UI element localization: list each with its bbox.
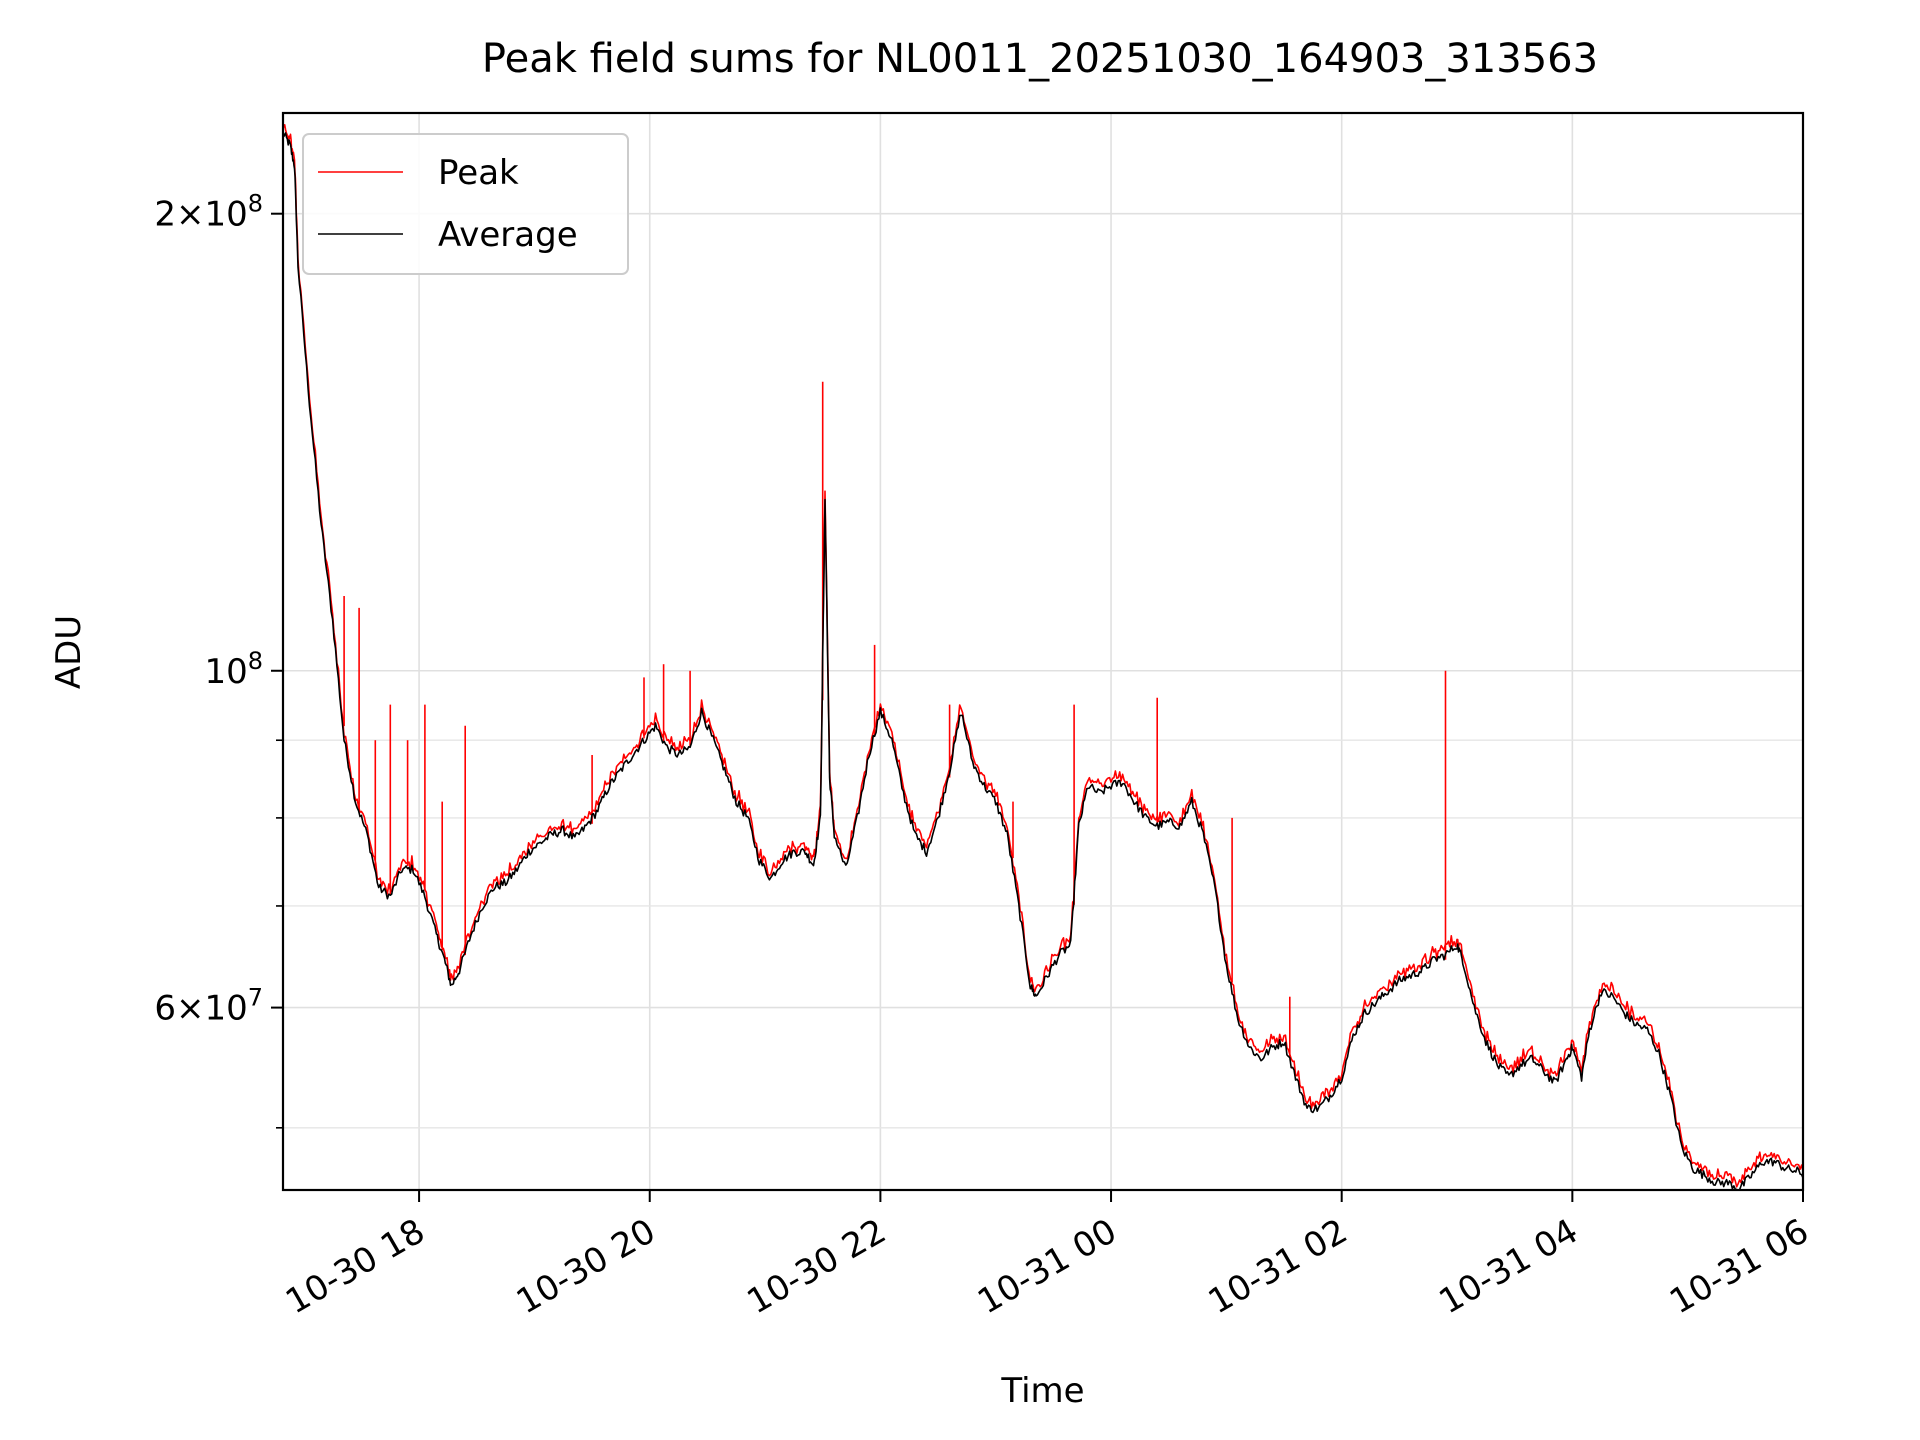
x-axis-label: Time [1000, 1371, 1084, 1411]
series-average-line [283, 131, 1803, 1190]
y-axis-label: ADU [49, 615, 89, 689]
y-tick-label: 2×108 [154, 190, 263, 235]
series-peak-line [283, 124, 1803, 1188]
legend: Peak Average [302, 133, 629, 275]
legend-peak-label: Peak [438, 153, 519, 193]
y-tick-label: 108 [204, 647, 263, 692]
grid [283, 113, 1803, 1190]
legend-box [302, 133, 629, 275]
legend-average-label: Average [438, 215, 578, 255]
y-tick-label: 6×107 [154, 984, 263, 1029]
chart-title: Peak field sums for NL0011_20251030_1649… [482, 36, 1598, 82]
plot-frame [281, 111, 1805, 1192]
series-area [283, 124, 1803, 1190]
